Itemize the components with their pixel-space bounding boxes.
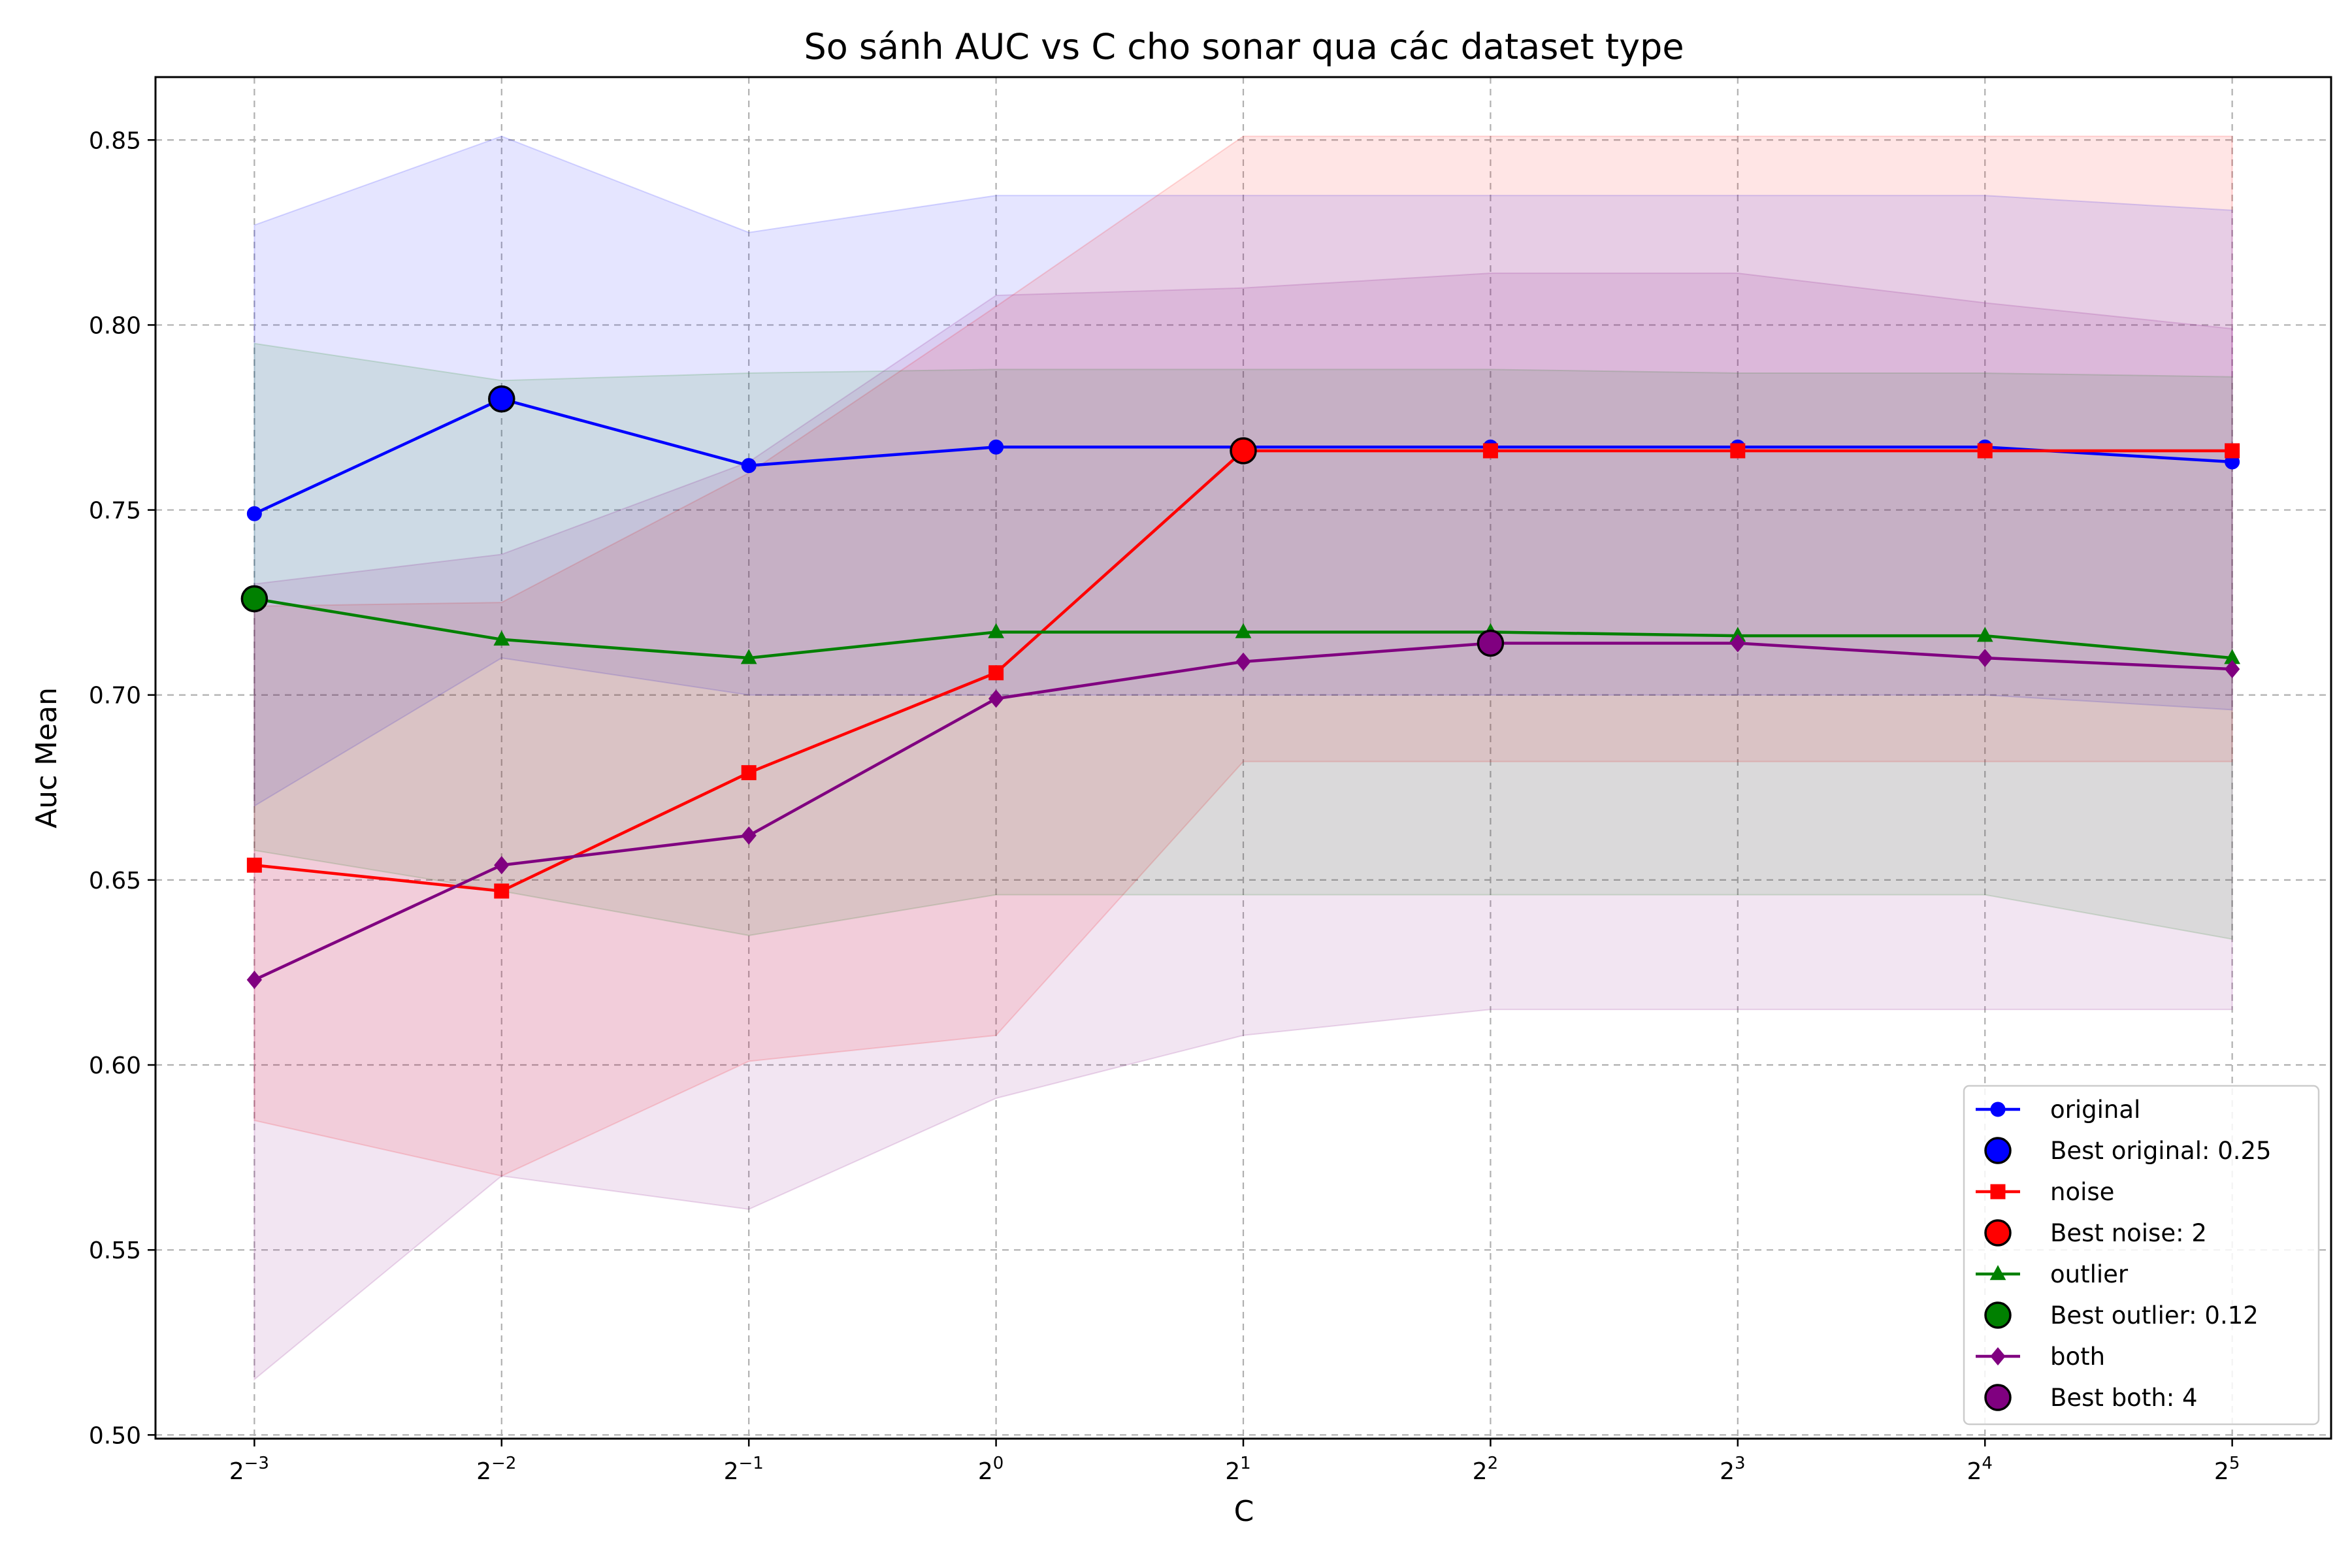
original-legend-marker bbox=[1990, 1102, 2006, 1117]
noise-legend-label: noise bbox=[2050, 1178, 2114, 1206]
noise-best-point bbox=[1230, 437, 1257, 465]
noise-point bbox=[1977, 443, 1993, 459]
outlier-point bbox=[740, 649, 757, 664]
both-point bbox=[741, 826, 757, 845]
outlier-legend-label: outlier bbox=[2050, 1260, 2129, 1288]
original-best-legend-marker bbox=[1984, 1137, 2012, 1164]
x-axis-ticks: 2−3 2−2 2−1 20 21 22 23 24 25 bbox=[229, 1439, 2240, 1485]
y-tick-label: 0.55 bbox=[89, 1237, 141, 1264]
x-tick-label: 23 bbox=[1720, 1454, 1745, 1485]
legend: original Best original: 0.25 noise Best noi… bbox=[1963, 1085, 2320, 1426]
x-tick-label: 2−2 bbox=[476, 1454, 516, 1485]
x-axis-label: C bbox=[1234, 1495, 1254, 1528]
both-band bbox=[253, 272, 2233, 1381]
x-tick-label: 22 bbox=[1473, 1454, 1498, 1485]
y-tick-label: 0.80 bbox=[89, 312, 141, 339]
best-markers bbox=[240, 385, 1505, 657]
outlier-best-legend-marker bbox=[1984, 1301, 2012, 1329]
chart-title: So sánh AUC vs C cho sonar qua các datas… bbox=[804, 26, 1684, 67]
y-tick-label: 0.85 bbox=[89, 127, 141, 154]
original-point bbox=[741, 458, 757, 474]
series-markers bbox=[246, 391, 2241, 989]
x-tick-label: 20 bbox=[978, 1454, 1004, 1485]
outlier-best-legend-label: Best outlier: 0.12 bbox=[2050, 1301, 2259, 1330]
noise-best-legend-marker bbox=[1984, 1219, 2012, 1247]
outlier-legend-marker bbox=[1989, 1265, 2006, 1281]
confidence-bands bbox=[253, 135, 2233, 1381]
both-best-legend-label: Best both: 4 bbox=[2050, 1384, 2198, 1412]
noise-point bbox=[741, 765, 757, 781]
both-legend-marker bbox=[1990, 1347, 2006, 1365]
both-best-legend-marker bbox=[1984, 1384, 2012, 1411]
noise-point bbox=[2225, 443, 2240, 459]
y-axis-ticks: 0.50 0.55 0.60 0.65 0.70 0.75 0.80 0.85 bbox=[89, 127, 155, 1449]
original-point bbox=[988, 439, 1004, 455]
x-tick-label: 25 bbox=[2214, 1454, 2240, 1485]
both-point bbox=[494, 856, 510, 875]
original-best-point bbox=[488, 385, 515, 413]
y-axis-label: Auc Mean bbox=[30, 687, 63, 828]
outlier-best-point bbox=[240, 585, 269, 613]
outlier-point bbox=[988, 623, 1004, 638]
noise-point bbox=[246, 857, 262, 873]
noise-point bbox=[1730, 443, 1746, 459]
both-point bbox=[1235, 652, 1251, 671]
both-point bbox=[2224, 660, 2240, 679]
x-tick-label: 24 bbox=[1967, 1454, 1993, 1485]
outlier-point bbox=[493, 630, 510, 646]
outlier-point bbox=[1976, 627, 1993, 642]
both-legend-label: both bbox=[2050, 1343, 2105, 1371]
noise-best-legend-label: Best noise: 2 bbox=[2050, 1219, 2207, 1247]
y-tick-label: 0.60 bbox=[89, 1053, 141, 1079]
original-best-legend-label: Best original: 0.25 bbox=[2050, 1137, 2272, 1165]
noise-point bbox=[494, 883, 510, 899]
y-tick-label: 0.50 bbox=[89, 1422, 141, 1449]
noise-legend-marker bbox=[1990, 1184, 2006, 1200]
both-point bbox=[988, 689, 1004, 708]
x-tick-label: 2−1 bbox=[724, 1454, 764, 1485]
legend-box bbox=[1963, 1085, 2320, 1426]
x-tick-label: 2−3 bbox=[229, 1454, 269, 1485]
y-tick-label: 0.65 bbox=[89, 868, 141, 894]
noise-point bbox=[1482, 443, 1498, 459]
noise-point bbox=[988, 665, 1004, 681]
both-point bbox=[1730, 634, 1746, 653]
y-tick-label: 0.70 bbox=[89, 683, 141, 710]
x-tick-label: 21 bbox=[1225, 1454, 1250, 1485]
both-best-point bbox=[1477, 629, 1505, 657]
outlier-point bbox=[1235, 623, 1252, 638]
outlier-band bbox=[253, 342, 2233, 940]
y-tick-label: 0.75 bbox=[89, 498, 141, 525]
both-point bbox=[1977, 649, 1993, 668]
original-point bbox=[246, 506, 262, 521]
both-point bbox=[246, 970, 263, 989]
original-legend-label: original bbox=[2050, 1096, 2140, 1124]
